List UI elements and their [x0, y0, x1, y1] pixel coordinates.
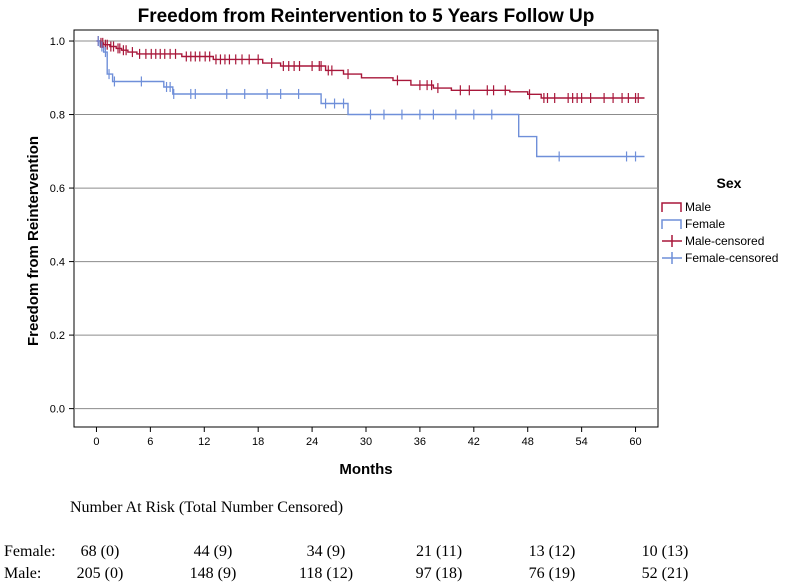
x-tick-label: 24: [306, 436, 318, 448]
risk-row-label: Male:: [4, 565, 41, 582]
female-curve: [96, 40, 645, 158]
risk-cell: 44 (9): [194, 543, 233, 560]
y-tick-label: 0.8: [50, 110, 65, 122]
y-tick-label: 0.4: [50, 257, 65, 269]
risk-row-label: Female:: [4, 543, 56, 560]
axis-ticks: 0.0 0.2 0.4 0.6 0.8 1.0 0 6 12 18 24 30 36 42 48 54 60: [50, 36, 642, 448]
risk-cell: 13 (12): [529, 543, 576, 560]
y-tick-label: 1.0: [50, 36, 65, 48]
x-tick-label: 30: [360, 436, 372, 448]
x-tick-label: 48: [522, 436, 534, 448]
legend-male-censored-swatch: [662, 235, 682, 247]
y-tick-label: 0.0: [50, 404, 65, 416]
legend-title: Sex: [717, 175, 742, 191]
risk-cell: 148 (9): [190, 565, 237, 582]
risk-cell: 118 (12): [299, 565, 353, 582]
legend-male-censored-label: Male-censored: [685, 234, 764, 248]
x-tick-label: 54: [576, 436, 588, 448]
y-tick-label: 0.2: [50, 330, 65, 342]
x-tick-label: 6: [147, 436, 153, 448]
survival-curves: [96, 40, 645, 158]
chart-title: Freedom from Reintervention to 5 Years F…: [138, 6, 595, 27]
x-tick-label: 12: [198, 436, 210, 448]
legend-female-swatch: [661, 219, 682, 229]
risk-table-rows: Female: 68 (0) 44 (9) 34 (9) 21 (11) 13 (12) 1…: [4, 543, 688, 582]
risk-table: Number At Risk (Total Number Censored) F…: [4, 499, 688, 582]
risk-cell: 205 (0): [77, 565, 124, 582]
legend-female-censored-swatch: [662, 252, 682, 264]
x-tick-label: 18: [252, 436, 264, 448]
risk-table-heading: Number At Risk (Total Number Censored): [70, 499, 343, 516]
x-tick-label: 0: [93, 436, 99, 448]
y-tick-label: 0.6: [50, 183, 65, 195]
y-axis-label: Freedom from Reintervention: [25, 136, 42, 346]
risk-cell: 97 (18): [416, 565, 463, 582]
risk-cell: 10 (13): [642, 543, 689, 560]
risk-cell: 21 (11): [416, 543, 462, 560]
plot-area: [73, 29, 659, 428]
x-tick-label: 42: [468, 436, 480, 448]
legend-male-label: Male: [685, 200, 711, 214]
legend-female-censored-label: Female-censored: [685, 251, 778, 265]
legend-male-swatch: [661, 202, 682, 212]
risk-cell: 34 (9): [307, 543, 346, 560]
x-tick-label: 60: [629, 436, 641, 448]
risk-cell: 68 (0): [81, 543, 120, 560]
male-curve: [96, 40, 645, 99]
x-axis-label: Months: [339, 461, 392, 478]
risk-cell: 76 (19): [529, 565, 576, 582]
x-tick-label: 36: [414, 436, 426, 448]
risk-cell: 52 (21): [642, 565, 689, 582]
legend-female-label: Female: [685, 217, 725, 231]
legend: Sex Male Female Male-censored Female-cen…: [661, 175, 778, 265]
censor-marks: [97, 36, 639, 162]
